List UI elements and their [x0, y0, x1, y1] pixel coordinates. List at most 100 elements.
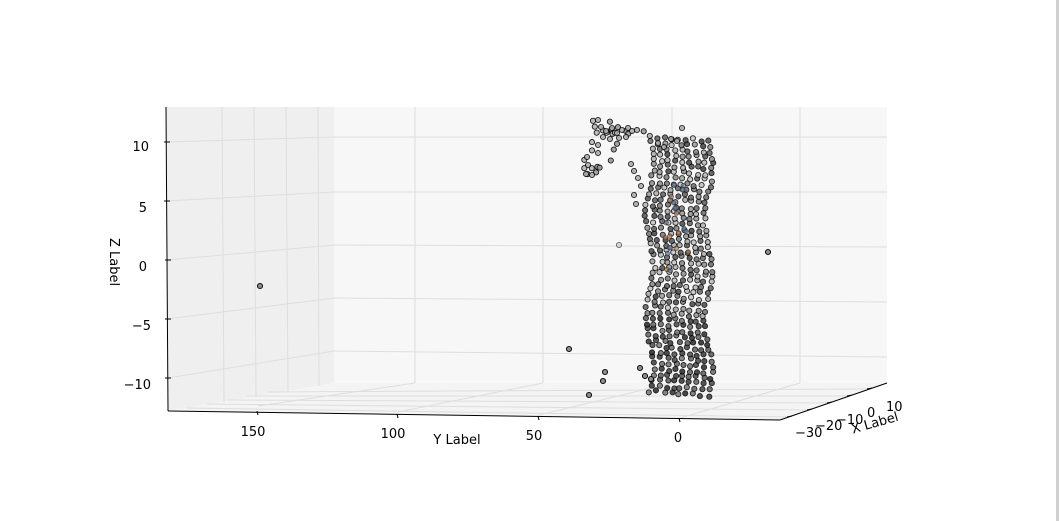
data-point — [646, 132, 653, 139]
data-point — [679, 175, 686, 182]
data-point — [613, 140, 621, 147]
data-point — [668, 194, 674, 200]
data-point — [672, 147, 679, 154]
data-point — [628, 127, 636, 135]
data-point — [678, 260, 686, 267]
data-point — [673, 321, 680, 328]
data-point — [694, 329, 701, 336]
data-point — [660, 143, 668, 151]
back-pane — [334, 107, 887, 383]
data-point — [681, 334, 688, 341]
data-point — [708, 358, 715, 365]
data-point — [684, 238, 691, 245]
data-point — [667, 340, 674, 347]
data-point — [679, 368, 686, 375]
data-point — [688, 227, 695, 234]
data-point — [680, 187, 686, 193]
data-point — [671, 356, 678, 364]
data-point — [687, 205, 694, 213]
data-point — [667, 267, 674, 274]
data-point — [704, 244, 711, 251]
data-point — [695, 198, 702, 205]
data-point — [642, 315, 649, 322]
data-point — [687, 318, 694, 325]
data-point — [686, 159, 693, 166]
data-point — [642, 201, 649, 208]
data-point — [696, 393, 703, 400]
data-point — [666, 298, 673, 305]
data-point — [685, 313, 692, 320]
data-point — [653, 237, 660, 244]
data-point — [667, 245, 673, 251]
data-point — [687, 176, 694, 183]
data-point — [664, 309, 672, 316]
data-point — [589, 117, 597, 124]
data-point — [656, 169, 663, 176]
data-point — [703, 194, 710, 201]
data-point — [693, 256, 700, 263]
x-tick-label: −20 — [815, 419, 842, 434]
data-point — [697, 245, 704, 252]
data-point — [698, 138, 705, 145]
page-scrollbar[interactable] — [1056, 0, 1059, 521]
data-point — [708, 156, 715, 163]
data-point — [675, 391, 682, 398]
data-point — [697, 284, 705, 291]
data-point — [642, 303, 649, 311]
data-point — [671, 351, 678, 358]
data-point — [664, 251, 671, 257]
left-pane — [166, 107, 334, 411]
data-point — [640, 128, 647, 135]
data-point — [678, 124, 686, 132]
data-point — [641, 212, 648, 219]
y-tick-label: 100 — [381, 427, 406, 442]
data-point — [606, 118, 613, 125]
data-point — [648, 180, 656, 187]
data-point — [706, 250, 713, 258]
data-point — [674, 329, 681, 336]
data-point — [682, 196, 689, 203]
data-point — [593, 169, 600, 176]
data-point — [585, 391, 593, 399]
data-point — [643, 321, 651, 328]
data-point — [650, 359, 657, 366]
data-point — [656, 180, 663, 187]
data-point — [707, 184, 715, 191]
data-point — [664, 213, 671, 220]
x-axis-line — [779, 382, 888, 421]
data-point — [602, 127, 610, 135]
data-point — [649, 281, 656, 288]
data-point — [702, 268, 710, 275]
data-point — [657, 213, 664, 220]
data-point — [675, 288, 682, 295]
data-point — [659, 333, 666, 340]
y-axis-title: Y Label — [432, 433, 480, 448]
data-point — [686, 254, 693, 261]
data-point — [671, 277, 678, 284]
data-point — [657, 372, 664, 379]
data-point — [695, 163, 702, 170]
data-point — [704, 341, 711, 349]
data-point — [702, 205, 709, 212]
data-point — [692, 318, 699, 325]
z-tick-labels: 10 5 0 −5 −10 — [124, 140, 151, 393]
data-point — [672, 365, 679, 373]
data-point — [648, 275, 655, 282]
y-axis-line — [167, 410, 781, 421]
data-point — [593, 129, 600, 136]
data-point — [670, 200, 677, 206]
data-point — [581, 165, 588, 172]
data-point — [642, 207, 649, 214]
data-point — [654, 242, 661, 249]
data-point — [706, 393, 713, 400]
data-point — [664, 208, 671, 215]
data-points — [256, 116, 772, 400]
data-point — [699, 278, 707, 285]
data-point — [663, 220, 669, 226]
data-point — [687, 330, 694, 337]
data-point — [696, 188, 703, 195]
x-tick-labels: −30 −20 −10 0 10 — [795, 400, 903, 441]
data-point — [650, 321, 657, 328]
y-ticks — [256, 410, 681, 423]
data-point — [701, 199, 708, 206]
